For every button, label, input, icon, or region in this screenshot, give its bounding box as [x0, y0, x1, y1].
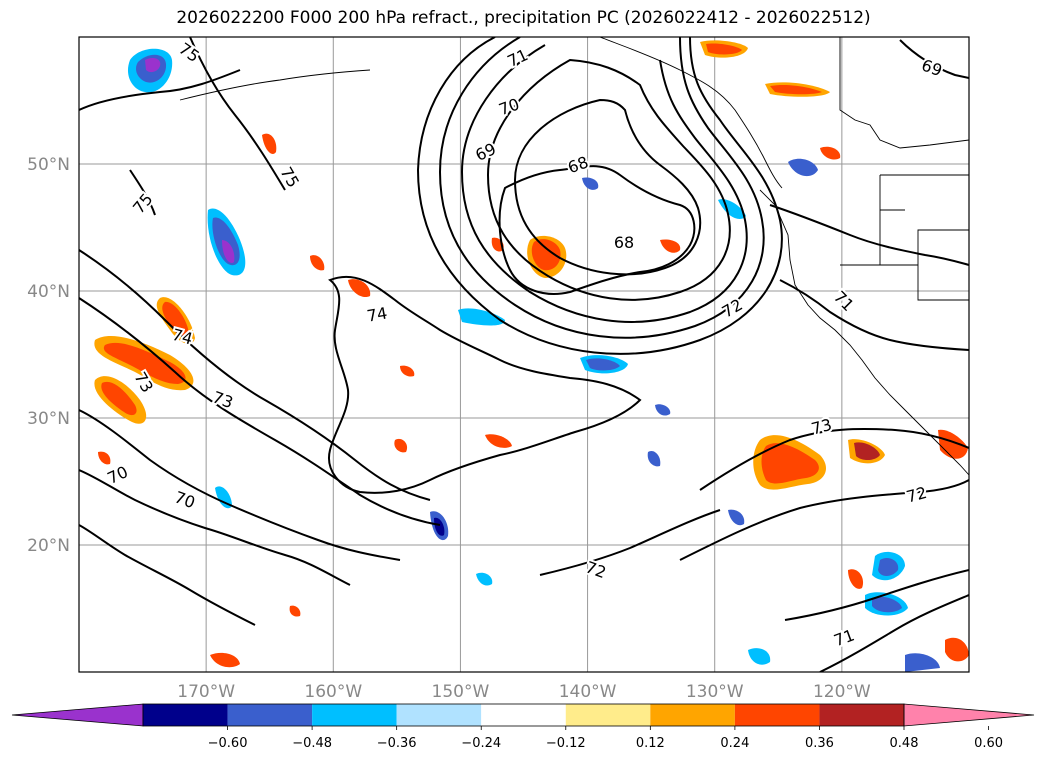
- colorbar-tick-label: 0.12: [636, 736, 665, 751]
- map-frame: [78, 36, 970, 673]
- positive-anomaly: [945, 637, 969, 662]
- lon-tick-label: 130°W: [686, 682, 744, 702]
- negative-anomaly: [905, 653, 940, 672]
- colorbar-segment: [396, 704, 482, 726]
- colorbar-tick-label: 0.60: [974, 736, 1003, 751]
- colorbar-segment: [227, 704, 313, 726]
- lat-tick-label: 30°N: [27, 409, 70, 429]
- lon-tick-label: 160°W: [304, 682, 362, 702]
- lat-tick-label: 40°N: [27, 282, 70, 302]
- negative-anomaly: [878, 558, 899, 576]
- coastlines: [179, 37, 969, 476]
- colorbar-segment: [565, 704, 651, 726]
- positive-anomaly: [770, 84, 822, 95]
- negative-anomaly: [476, 572, 493, 586]
- positive-anomaly: [706, 43, 742, 55]
- negative-anomaly: [586, 358, 620, 371]
- positive-anomaly: [848, 569, 864, 589]
- negative-anomaly: [647, 450, 661, 467]
- negative-anomaly: [748, 648, 771, 665]
- positive-anomaly: [262, 133, 277, 155]
- latitude-labels: 50°N 40°N 30°N 20°N: [27, 155, 70, 556]
- negative-anomaly: [728, 509, 745, 526]
- negative-anomaly: [655, 404, 671, 416]
- colorbar-tick-label: 0.36: [805, 736, 834, 751]
- colorbar-tick-label: −0.12: [546, 736, 586, 751]
- negative-anomaly: [582, 177, 599, 190]
- lon-tick-label: 120°W: [813, 682, 871, 702]
- positive-anomaly: [938, 429, 968, 459]
- refractivity-contours: [79, 37, 969, 672]
- map-panel: [79, 37, 969, 672]
- negative-anomaly: [222, 240, 235, 264]
- positive-anomaly: [854, 442, 880, 461]
- positive-anomaly: [103, 342, 186, 384]
- colorbar-segment: [650, 704, 735, 726]
- negative-anomaly: [788, 158, 818, 177]
- lon-tick-label: 170°W: [177, 682, 235, 702]
- colorbar-segment: [481, 704, 566, 726]
- negative-anomaly: [145, 58, 161, 73]
- colorbar-tick-label: −0.36: [377, 736, 417, 751]
- positive-anomaly: [761, 443, 819, 484]
- colorbar: −0.60 −0.48 −0.36 −0.24 −0.12 0.12 0.24 0.36 0.4…: [11, 703, 1035, 751]
- positive-anomaly: [289, 605, 301, 617]
- precip-anomaly-fields: [94, 40, 969, 672]
- colorbar-tick-label: 0.48: [890, 736, 919, 751]
- colorbar-extend-max: [903, 703, 1035, 727]
- colorbar-tick-label: −0.60: [208, 736, 248, 751]
- positive-anomaly: [400, 365, 415, 377]
- positive-anomaly: [348, 279, 371, 298]
- gridlines: [79, 37, 969, 672]
- positive-anomaly: [210, 652, 240, 668]
- lat-tick-label: 50°N: [27, 155, 70, 175]
- contour-label: 74: [365, 303, 388, 325]
- positive-anomaly: [531, 239, 561, 271]
- negative-anomaly: [434, 517, 445, 536]
- colorbar-tick-label: −0.48: [292, 736, 332, 751]
- colorbar-segment: [734, 704, 820, 726]
- positive-anomaly: [660, 239, 681, 253]
- map-title: 2026022200 F000 200 hPa refract., precip…: [176, 8, 871, 28]
- contour-label: 68: [614, 233, 634, 252]
- colorbar-segment: [312, 704, 397, 726]
- positive-anomaly: [820, 146, 841, 160]
- colorbar-tick-label: 0.24: [720, 736, 749, 751]
- positive-anomaly: [394, 438, 408, 453]
- positive-anomaly: [310, 255, 325, 271]
- lon-tick-label: 150°W: [432, 682, 490, 702]
- negative-anomaly: [872, 596, 902, 613]
- positive-anomaly: [162, 301, 189, 337]
- lon-tick-label: 140°W: [559, 682, 617, 702]
- lat-tick-label: 20°N: [27, 536, 70, 556]
- colorbar-segment: [143, 704, 228, 726]
- colorbar-segment: [819, 704, 904, 726]
- positive-anomaly: [485, 434, 512, 448]
- colorbar-outline: [142, 703, 905, 727]
- colorbar-tick-label: −0.24: [461, 736, 501, 751]
- longitude-labels: 170°W 160°W 150°W 140°W 130°W 120°W: [177, 682, 871, 702]
- colorbar-extend-min: [11, 703, 144, 727]
- positive-anomaly: [98, 451, 111, 465]
- negative-anomaly: [215, 486, 232, 509]
- negative-anomaly: [458, 308, 505, 326]
- positive-anomaly: [101, 381, 137, 416]
